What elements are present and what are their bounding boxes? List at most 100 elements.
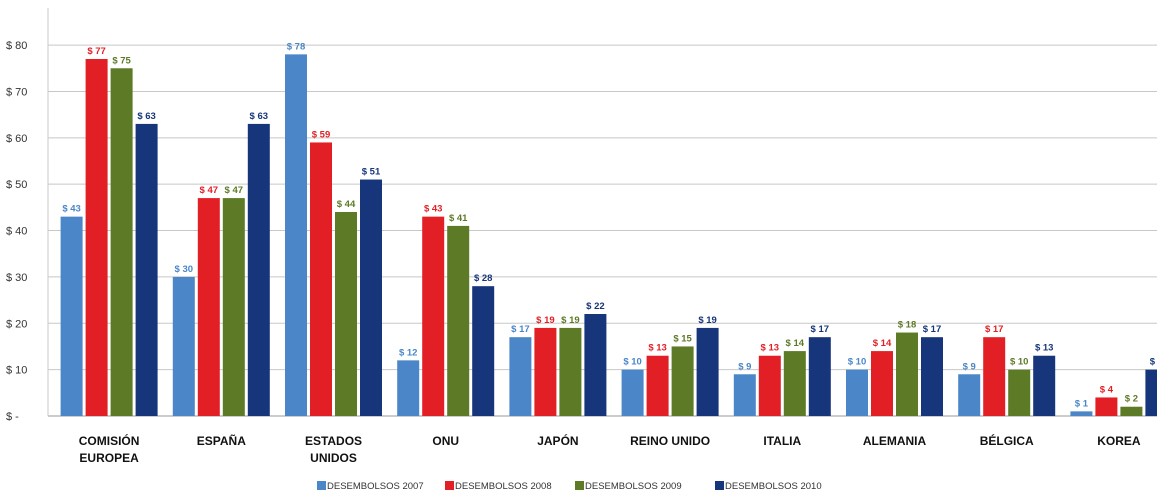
category-label: JAPÓN [537, 433, 578, 448]
bar [1145, 369, 1157, 416]
data-label: $ 43 [62, 204, 81, 215]
legend-label: DESEMBOLSOS 2008 [455, 481, 552, 492]
y-axis-tick-labels: $ - $ 10 $ 20 $ 30 $ 40 $ 50 $ 60 $ 70 $ 80 [6, 40, 27, 423]
bar [1120, 406, 1143, 416]
data-label: $ 47 [200, 185, 219, 196]
bar [559, 327, 582, 416]
data-label: $ 10 [623, 357, 642, 368]
data-label: $ 22 [586, 301, 605, 312]
y-tick-label: $ - [6, 411, 19, 423]
bar [871, 351, 893, 416]
data-label: $ 44 [337, 199, 356, 210]
category-label: ALEMANIA [863, 434, 927, 448]
bar [247, 123, 270, 416]
data-label: $ 1 [1075, 398, 1089, 409]
bar [110, 68, 133, 416]
data-label: $ 9 [963, 361, 976, 372]
y-tick-label: $ 50 [6, 179, 27, 191]
data-label: $ 41 [449, 213, 468, 224]
category-label: ESPAÑA [197, 433, 246, 448]
bars [60, 54, 1157, 417]
data-label: $ 10 [848, 357, 867, 368]
bar [197, 198, 220, 416]
data-label: $ 78 [287, 41, 306, 52]
data-label: $ 13 [648, 343, 667, 354]
data-label: $ 43 [424, 204, 443, 215]
bar [534, 327, 557, 416]
data-label: $ 77 [87, 46, 106, 57]
y-tick-label: $ 30 [6, 272, 27, 284]
data-label: $ 17 [811, 324, 830, 335]
data-label: $ 1 [1150, 357, 1157, 368]
bar [335, 212, 357, 416]
data-label: $ 2 [1125, 394, 1138, 405]
data-label: $ 19 [698, 315, 717, 326]
y-tick-label: $ 10 [6, 365, 27, 377]
bar [360, 179, 382, 416]
bar [671, 346, 694, 416]
category-label: KOREA [1097, 434, 1141, 448]
legend-label: DESEMBOLSOS 2010 [725, 481, 822, 492]
bar [621, 369, 644, 416]
bar [222, 198, 245, 416]
data-label: $ 47 [225, 185, 244, 196]
data-label: $ 59 [312, 129, 331, 140]
data-label: $ 12 [399, 347, 418, 358]
bar [172, 276, 195, 416]
data-label: $ 17 [985, 324, 1004, 335]
bar [60, 216, 83, 416]
bar [808, 337, 831, 416]
data-label: $ 13 [761, 343, 780, 354]
bar [758, 355, 781, 416]
bar [783, 351, 806, 416]
data-label: $ 51 [362, 167, 381, 178]
bar [472, 286, 495, 416]
legend-swatch [445, 481, 454, 490]
bar [584, 314, 607, 416]
data-label: $ 30 [175, 264, 194, 275]
bar [1008, 369, 1031, 416]
bar [85, 59, 108, 416]
category-label: ESTADOS [305, 434, 362, 448]
category-label: REINO UNIDO [630, 434, 710, 448]
category-label: ONU [432, 434, 459, 448]
bar [896, 332, 918, 416]
data-label: $ 14 [873, 338, 892, 349]
category-label: UNIDOS [310, 451, 357, 465]
bar [983, 337, 1006, 416]
data-label: $ 63 [137, 111, 156, 122]
bar [135, 123, 158, 416]
bar [846, 369, 868, 416]
data-label: $ 9 [738, 361, 751, 372]
y-tick-label: $ 40 [6, 226, 27, 238]
category-label: EUROPEA [79, 451, 139, 465]
data-label: $ 75 [112, 55, 131, 66]
y-tick-label: $ 70 [6, 86, 27, 98]
data-label: $ 15 [673, 333, 692, 344]
legend-swatch [575, 481, 584, 490]
category-label: ITALIA [763, 434, 801, 448]
legend-label: DESEMBOLSOS 2007 [327, 481, 424, 492]
category-label: BÉLGICA [980, 433, 1034, 448]
x-axis-category-labels: COMISIÓN EUROPEA ESPAÑA ESTADOS UNIDOS ONU JAP… [79, 433, 1141, 465]
bar [509, 337, 532, 416]
bar [1033, 355, 1056, 416]
data-label: $ 14 [786, 338, 805, 349]
bar [397, 360, 420, 416]
y-tick-label: $ 80 [6, 40, 27, 52]
bar [958, 374, 981, 416]
data-label: $ 17 [511, 324, 530, 335]
bar [696, 327, 719, 416]
bar [733, 374, 756, 416]
data-label: $ 10 [1010, 357, 1029, 368]
bar [646, 355, 669, 416]
data-label: $ 28 [474, 273, 493, 284]
bar [422, 216, 445, 416]
category-label: COMISIÓN [79, 433, 140, 448]
data-labels: $ 43 $ 77 $ 75 $ 63 $ 30 $ 47 $ 47 $ 63 $ 78 $ 59… [62, 41, 1157, 409]
data-label: $ 19 [561, 315, 580, 326]
y-tick-label: $ 60 [6, 133, 27, 145]
bar [1070, 411, 1093, 416]
